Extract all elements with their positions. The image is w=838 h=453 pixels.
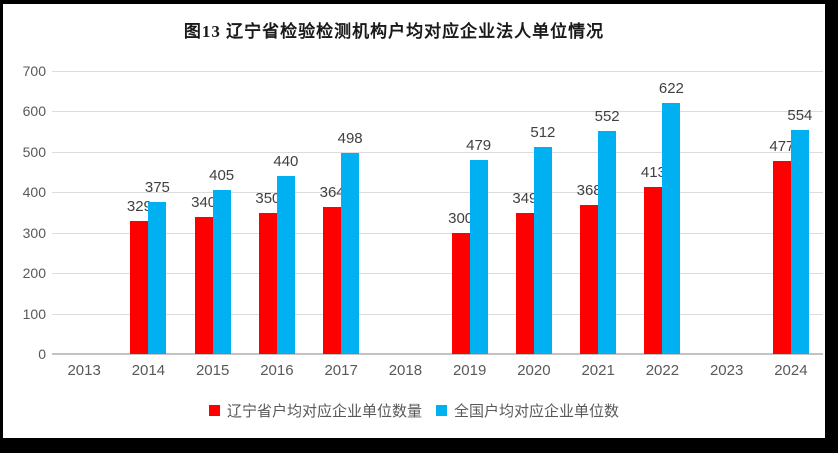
value-label: 622	[658, 79, 684, 97]
category-group-2016: 350 440	[245, 71, 309, 354]
bar-series0-2014: 329	[127, 199, 152, 354]
value-label: 375	[144, 179, 170, 197]
value-label: 368	[576, 182, 602, 200]
y-axis: 0 100 200 300 400 500 600 700	[3, 4, 46, 438]
category-group-2022: 413 622	[630, 71, 694, 354]
bar-series1-2020: 512	[530, 125, 555, 354]
category-group-2020: 349 512	[502, 71, 566, 354]
legend-entry-series0: 辽宁省户均对应企业单位数量	[208, 400, 422, 421]
category-group-2021: 368 552	[566, 71, 630, 354]
value-label: 413	[640, 164, 666, 182]
bar-series0-2017: 364	[320, 185, 345, 354]
bar-series0-2016: 350	[255, 191, 280, 354]
category-group-2024: 477 554	[759, 71, 823, 354]
bar-series0-2015: 340	[191, 195, 216, 354]
y-tick-label: 600	[22, 103, 46, 120]
bar-series1-2021: 552	[595, 109, 620, 354]
bar-series1-2019: 479	[466, 138, 491, 354]
bar-series1-2016: 440	[273, 154, 298, 354]
bar-series1-2022: 622	[659, 81, 684, 354]
category-group-2015: 340 405	[181, 71, 245, 354]
bar-series1-2017: 498	[338, 131, 363, 354]
value-label: 440	[273, 153, 299, 171]
value-label: 552	[594, 107, 620, 125]
x-tick-label-2014: 2014	[131, 362, 166, 379]
category-group-2019: 300 479	[438, 71, 502, 354]
bar-series0-2020: 349	[512, 191, 537, 354]
x-axis-line	[52, 353, 823, 355]
value-label: 364	[319, 183, 345, 201]
bar-series0-2022: 413	[641, 165, 666, 354]
x-tick-label-2017: 2017	[324, 362, 358, 379]
bar-series1-2014: 375	[145, 180, 170, 354]
y-tick-label: 500	[22, 143, 46, 160]
x-tick-label-2020: 2020	[517, 362, 551, 379]
y-tick-label: 100	[22, 305, 46, 322]
legend-swatch-icon	[208, 405, 220, 416]
value-label: 498	[337, 129, 363, 147]
gridline	[52, 151, 823, 153]
value-label: 350	[255, 189, 281, 207]
x-tick-label-2024: 2024	[774, 362, 808, 379]
gridline	[52, 232, 823, 234]
bar-series0-2024: 477	[769, 139, 794, 354]
y-tick-label: 200	[22, 265, 46, 282]
y-tick-label: 400	[22, 184, 46, 201]
x-tick-label-2015: 2015	[195, 362, 230, 379]
y-tick-label: 700	[22, 63, 46, 79]
x-tick-label-2013: 2013	[67, 362, 101, 379]
value-label: 329	[126, 198, 152, 215]
bars-layer: 329 375 340 405 350 440 364 498 300 479 349 512 368 5…	[52, 71, 823, 354]
x-tick-label-2023: 2023	[709, 362, 744, 379]
chart-title: 图13 辽宁省检验检测机构户均对应企业法人单位情况	[183, 22, 605, 41]
bar-series0-2021: 368	[577, 183, 602, 354]
value-label: 512	[530, 124, 556, 142]
legend-label: 全国户均对应企业单位数	[454, 403, 620, 420]
value-label: 300	[448, 209, 474, 227]
category-group-2018	[373, 71, 437, 354]
gridline	[52, 192, 823, 194]
plot-area: 329 375 340 405 350 440 364 498 300 479 349 512 368 5…	[52, 71, 823, 355]
value-label: 479	[466, 137, 492, 155]
category-group-2014: 329 375	[116, 71, 180, 354]
value-label: 554	[787, 107, 813, 125]
gridline	[52, 71, 823, 72]
x-tick-label-2016: 2016	[260, 362, 294, 379]
value-label: 349	[512, 189, 538, 207]
legend-entry-series1: 全国户均对应企业单位数	[436, 400, 619, 421]
gridline	[52, 273, 823, 275]
legend-label: 辽宁省户均对应企业单位数量	[226, 403, 422, 420]
category-group-2013	[52, 71, 116, 354]
y-tick-label: 0	[38, 346, 46, 362]
category-group-2017: 364 498	[309, 71, 373, 354]
chart-frame: 图13 辽宁省检验检测机构户均对应企业法人单位情况 0 100 200 300 400 5…	[3, 4, 825, 438]
bar-series1-2024: 554	[787, 108, 812, 354]
x-tick-label-2022: 2022	[645, 362, 680, 379]
bar-series1-2015: 405	[209, 168, 234, 354]
x-axis: 2013 2014 2015 2016 2017 2018 2019 2020 2021 2022…	[52, 362, 823, 379]
x-tick-label-2019: 2019	[452, 362, 487, 379]
gridline	[52, 111, 823, 113]
legend-swatch-icon	[436, 405, 447, 416]
gridline	[52, 313, 823, 315]
y-tick-label: 300	[22, 224, 46, 241]
bar-series0-2019: 300	[448, 211, 473, 354]
x-tick-label-2018: 2018	[388, 362, 423, 379]
x-tick-label-2021: 2021	[581, 362, 615, 379]
value-label: 405	[209, 167, 235, 185]
value-label: 477	[769, 138, 795, 156]
legend: 辽宁省户均对应企业单位数量 全国户均对应企业单位数	[3, 400, 825, 421]
value-label: 340	[191, 193, 217, 211]
category-group-2023	[695, 71, 759, 354]
